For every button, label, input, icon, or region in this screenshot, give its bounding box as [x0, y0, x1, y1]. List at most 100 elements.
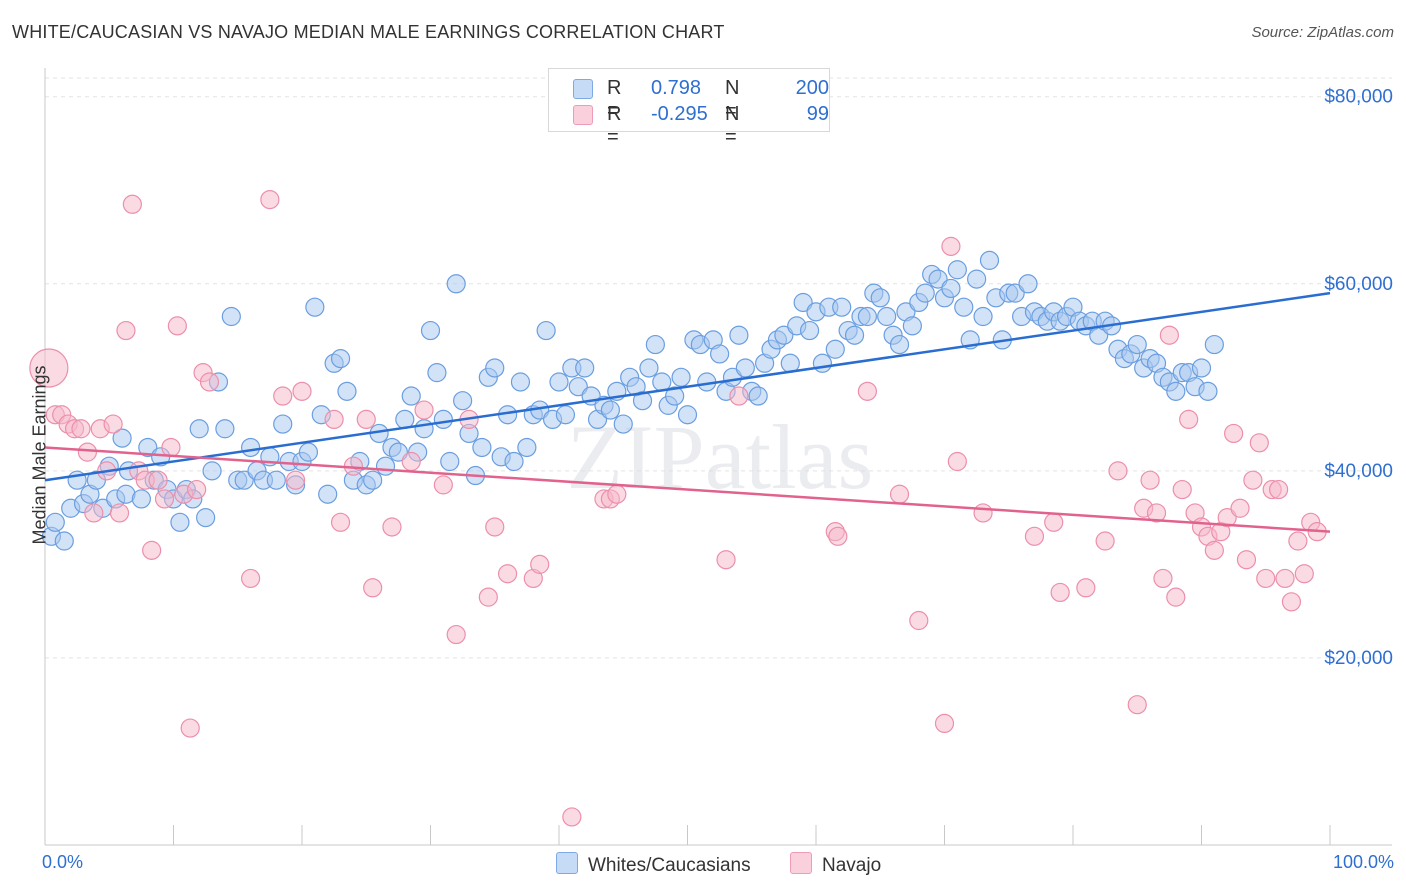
data-point [446, 624, 466, 645]
data-point [472, 437, 492, 458]
data-point [1217, 508, 1237, 528]
bottom-legend-navajo: Navajo [790, 852, 881, 877]
data-point [973, 306, 993, 327]
bottom-legend-swatch-navajo [790, 852, 812, 874]
data-point [453, 391, 473, 411]
data-point [857, 381, 878, 401]
data-point [1024, 526, 1045, 546]
data-point [401, 451, 421, 472]
data-point [1166, 381, 1186, 401]
data-point [1166, 587, 1186, 607]
data-point [1236, 550, 1257, 570]
data-point [870, 288, 890, 308]
data-point [1249, 433, 1269, 453]
data-point [967, 269, 987, 289]
data-point [799, 320, 820, 341]
data-point [536, 320, 556, 341]
legend-r-label: R = [607, 77, 622, 122]
data-point [337, 381, 357, 401]
data-point [973, 503, 993, 523]
data-point [1044, 512, 1064, 532]
data-point [1076, 578, 1096, 598]
data-point [632, 391, 653, 411]
data-point [170, 512, 190, 532]
data-point [909, 610, 929, 631]
y-axis-label: Median Male Earnings [29, 365, 50, 545]
data-point [504, 451, 524, 472]
data-point [142, 540, 162, 560]
data-point [774, 325, 794, 345]
y-tick-label: $20,000 [1324, 648, 1393, 669]
data-point [260, 189, 280, 210]
data-point [440, 451, 460, 472]
bottom-legend-swatch-whites [556, 852, 578, 874]
data-point [510, 372, 531, 392]
data-point [710, 344, 730, 364]
data-point [356, 409, 376, 430]
data-point [902, 316, 922, 336]
data-point [330, 512, 351, 532]
data-point [485, 358, 505, 378]
data-point [665, 386, 685, 406]
data-point [433, 475, 453, 495]
data-point [187, 479, 207, 500]
data-point [298, 442, 319, 462]
data-point [1230, 498, 1250, 518]
data-point [180, 718, 200, 738]
data-point [1005, 283, 1025, 303]
data-point [889, 334, 910, 355]
data-point [199, 372, 220, 392]
data-point [934, 713, 955, 734]
bottom-legend-label-navajo: Navajo [822, 855, 882, 876]
data-point [568, 377, 588, 397]
data-point [1256, 568, 1276, 589]
data-point [54, 531, 74, 551]
data-point [812, 353, 833, 373]
data-point [154, 489, 175, 509]
data-point [613, 414, 633, 434]
legend-r-label: R = [607, 103, 622, 148]
data-point [671, 367, 691, 387]
data-point [382, 517, 402, 537]
data-point [420, 320, 441, 341]
data-point [427, 363, 447, 383]
data-point [729, 325, 749, 345]
data-point [1179, 409, 1199, 430]
data-point [29, 348, 69, 388]
data-point [549, 372, 569, 392]
data-point [77, 442, 98, 462]
data-point [1108, 461, 1128, 481]
data-point [1204, 540, 1224, 560]
data-point [828, 526, 848, 546]
data-point [1127, 334, 1147, 355]
data-point [928, 269, 948, 289]
bottom-legend-label-whites: Whites/Caucasians [588, 855, 751, 876]
data-point [1050, 582, 1070, 603]
legend-n-label: N = [725, 103, 740, 148]
data-point [167, 316, 187, 336]
data-point [109, 503, 130, 523]
data-point [1140, 470, 1160, 490]
data-point [285, 470, 306, 490]
data-point [375, 456, 396, 476]
data-point [947, 260, 967, 280]
data-point [517, 437, 537, 458]
data-point [645, 334, 665, 355]
data-point [729, 386, 749, 406]
x-tick-min: 0.0% [42, 852, 84, 872]
data-point [716, 550, 736, 570]
legend-n-label: N = [725, 77, 740, 122]
data-point [1198, 381, 1218, 401]
data-point [84, 503, 104, 523]
data-point [478, 587, 498, 607]
data-point [202, 461, 222, 481]
data-point [234, 470, 254, 490]
data-point [189, 419, 209, 439]
data-point [1288, 531, 1308, 551]
legend-swatch-whites [573, 79, 593, 99]
data-point [414, 419, 434, 439]
data-point [1127, 695, 1147, 715]
data-point [941, 236, 961, 256]
data-point [844, 325, 865, 345]
data-point [273, 386, 293, 406]
